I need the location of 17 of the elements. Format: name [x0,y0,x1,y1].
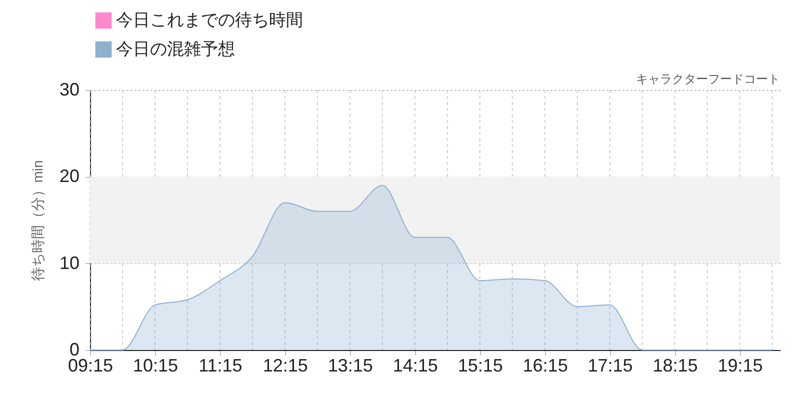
x-tick-label: 12:15 [262,356,308,376]
x-tick-label: 18:15 [652,356,698,376]
y-tick-label: 30 [59,80,80,100]
y-tick-label: 20 [59,166,80,186]
x-tick-label: 16:15 [522,356,568,376]
legend-label: 今日の混雑予想 [116,40,235,58]
legend-label: 今日これまでの待ち時間 [116,10,303,30]
x-tick-label: 10:15 [132,356,178,376]
x-tick-label: 15:15 [458,356,503,376]
x-tick-label: 17:15 [588,356,633,376]
y-axis-title: 待ち時間（分）min [29,160,46,281]
x-tick-label: 14:15 [392,356,438,376]
y-tick-label: 10 [59,252,80,273]
x-tick-label: 19:15 [718,356,763,376]
x-tick-label: 13:15 [328,356,373,376]
text: キャラクターフードコート [636,72,780,86]
x-tick-label: 11:15 [198,356,242,376]
